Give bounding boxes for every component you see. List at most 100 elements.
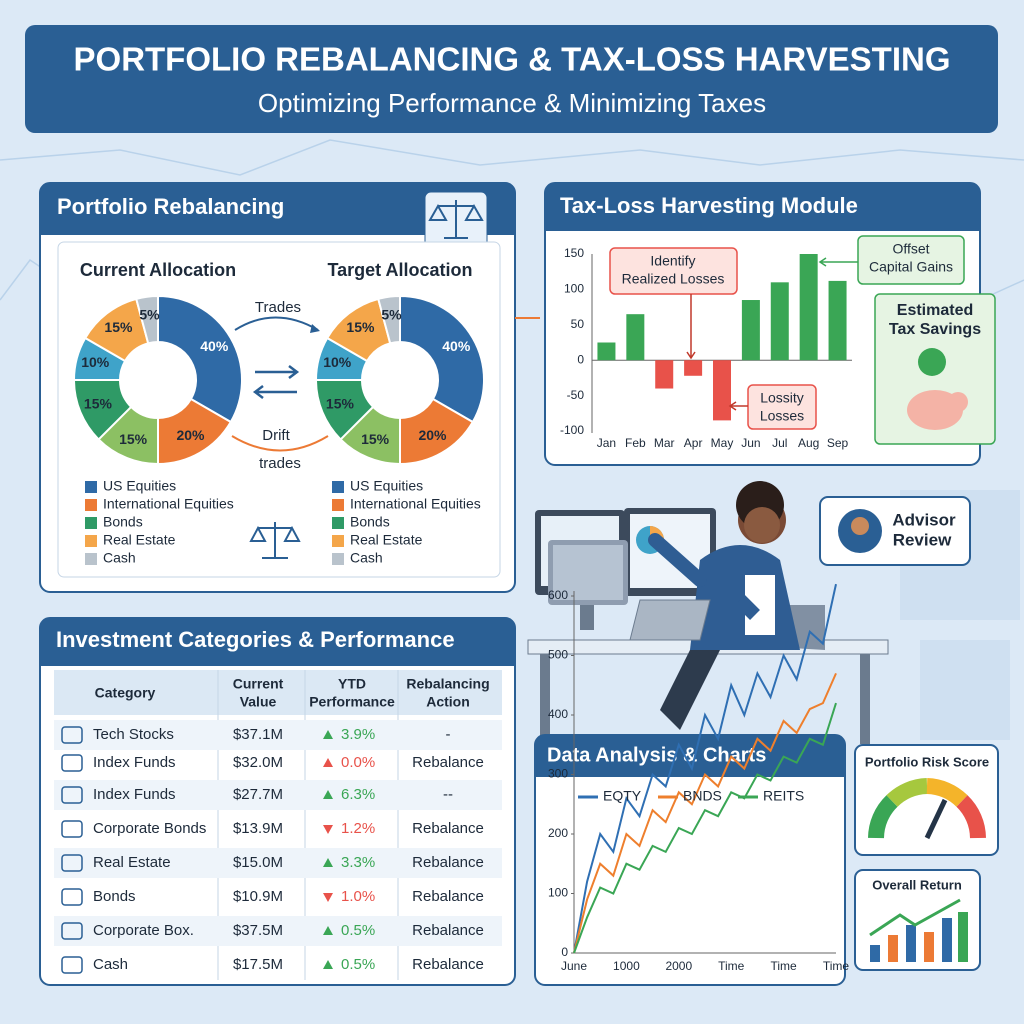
row-icon bbox=[61, 820, 83, 838]
bar bbox=[684, 360, 703, 376]
y-tick-label: 500 bbox=[548, 648, 568, 662]
legend-label: Real Estate bbox=[103, 532, 176, 548]
value: $27.7M bbox=[233, 786, 283, 803]
value: $32.0M bbox=[233, 754, 283, 771]
x-tick-label: 2000 bbox=[665, 959, 692, 973]
y-tick-label: 400 bbox=[548, 707, 568, 721]
slice-label: 10% bbox=[81, 354, 110, 370]
y-tick-label: 100 bbox=[548, 886, 568, 900]
legend-swatch bbox=[332, 499, 344, 511]
panel-header bbox=[545, 183, 980, 231]
slice-label: 15% bbox=[104, 319, 133, 335]
x-tick-label: Mar bbox=[654, 436, 675, 450]
pie-slice bbox=[399, 294, 485, 424]
line-series bbox=[573, 702, 837, 954]
value: $15.0M bbox=[233, 854, 283, 871]
category: Tech Stocks bbox=[93, 726, 174, 743]
table-header: Category bbox=[95, 685, 156, 701]
table-header-bg bbox=[54, 670, 502, 715]
legend-label: US Equities bbox=[350, 478, 423, 494]
legend-label: Cash bbox=[350, 550, 383, 566]
annotation: Offset bbox=[892, 241, 929, 257]
table-header: Performance bbox=[309, 694, 395, 710]
category: Cash bbox=[93, 956, 128, 973]
action: Rebalance bbox=[412, 854, 484, 871]
annotation-box bbox=[857, 235, 965, 285]
line-series bbox=[573, 672, 837, 954]
legend-swatch bbox=[332, 553, 344, 565]
panel-title: Portfolio Rebalancing bbox=[57, 194, 284, 219]
panel-title: Tax-Loss Harvesting Module bbox=[560, 193, 858, 218]
slice-label: 15% bbox=[84, 396, 113, 412]
row-icon bbox=[61, 786, 83, 804]
panel-title: Data Analysis & Charts bbox=[547, 744, 766, 766]
bar bbox=[770, 282, 789, 361]
x-tick-label: Time bbox=[718, 959, 745, 973]
return-title: Overall Return bbox=[872, 877, 962, 892]
value: $13.9M bbox=[233, 820, 283, 837]
trades-label: Trades bbox=[255, 299, 301, 316]
y-tick-label: 100 bbox=[564, 282, 584, 296]
legend-label: EQTY bbox=[603, 788, 642, 804]
performance: 0.0% bbox=[341, 754, 375, 771]
slice-label: 15% bbox=[361, 431, 390, 447]
x-tick-label: Feb bbox=[625, 436, 646, 450]
action: Rebalance bbox=[412, 922, 484, 939]
value: $37.5M bbox=[233, 922, 283, 939]
annotation: Capital Gains bbox=[869, 259, 953, 275]
x-tick-label: Jan bbox=[597, 436, 616, 450]
slice-label: 20% bbox=[176, 427, 205, 443]
row-icon bbox=[61, 854, 83, 872]
x-tick-label: Apr bbox=[684, 436, 703, 450]
piggy-icon bbox=[948, 392, 968, 412]
pie-slice bbox=[135, 294, 159, 345]
table-header: Rebalancing bbox=[406, 676, 489, 692]
legend-swatch bbox=[332, 535, 344, 547]
action: - bbox=[446, 726, 451, 743]
y-tick-label: 200 bbox=[548, 826, 568, 840]
bar bbox=[741, 300, 760, 361]
x-tick-label: June bbox=[561, 959, 587, 973]
drift-label: Drift bbox=[262, 427, 290, 444]
x-tick-label: Time bbox=[823, 959, 850, 973]
return-icon bbox=[869, 898, 968, 962]
annotation-arrow bbox=[728, 401, 748, 411]
trend-icon bbox=[323, 758, 333, 767]
table-header: Value bbox=[240, 694, 277, 710]
bar bbox=[713, 360, 731, 421]
table-header: Action bbox=[426, 694, 470, 710]
legend-label: International Equities bbox=[350, 496, 481, 512]
action: Rebalance bbox=[412, 956, 484, 973]
trend-icon bbox=[323, 858, 333, 867]
value: $37.1M bbox=[233, 726, 283, 743]
trend-icon bbox=[323, 730, 333, 739]
category: Index Funds bbox=[93, 786, 176, 803]
legend-label: US Equities bbox=[103, 478, 176, 494]
x-tick-label: Sep bbox=[827, 436, 849, 450]
category: Real Estate bbox=[93, 854, 171, 871]
performance: 3.9% bbox=[341, 726, 375, 743]
annotation: Estimated bbox=[897, 302, 973, 319]
slice-label: 10% bbox=[323, 354, 352, 370]
annotation: Lossity bbox=[760, 390, 804, 406]
y-tick-label: 150 bbox=[564, 246, 584, 260]
panel-header bbox=[535, 735, 845, 777]
dollar-icon bbox=[918, 348, 946, 376]
legend-swatch bbox=[85, 481, 97, 493]
trade-arrow bbox=[234, 316, 319, 331]
row-bg bbox=[54, 780, 502, 810]
category: Corporate Box. bbox=[93, 922, 194, 939]
legend-swatch bbox=[85, 535, 97, 547]
advisor-label: Review bbox=[893, 530, 952, 549]
x-tick-label: Aug bbox=[798, 436, 819, 450]
legend-swatch bbox=[85, 499, 97, 511]
trend-icon bbox=[323, 790, 333, 799]
slice-label: 40% bbox=[442, 338, 471, 354]
performance: 3.3% bbox=[341, 854, 375, 871]
x-tick-label: Time bbox=[770, 959, 797, 973]
action: Rebalance bbox=[412, 820, 484, 837]
drift-label: trades bbox=[259, 455, 301, 472]
category: Index Funds bbox=[93, 754, 176, 771]
risk-gauge bbox=[868, 778, 986, 840]
